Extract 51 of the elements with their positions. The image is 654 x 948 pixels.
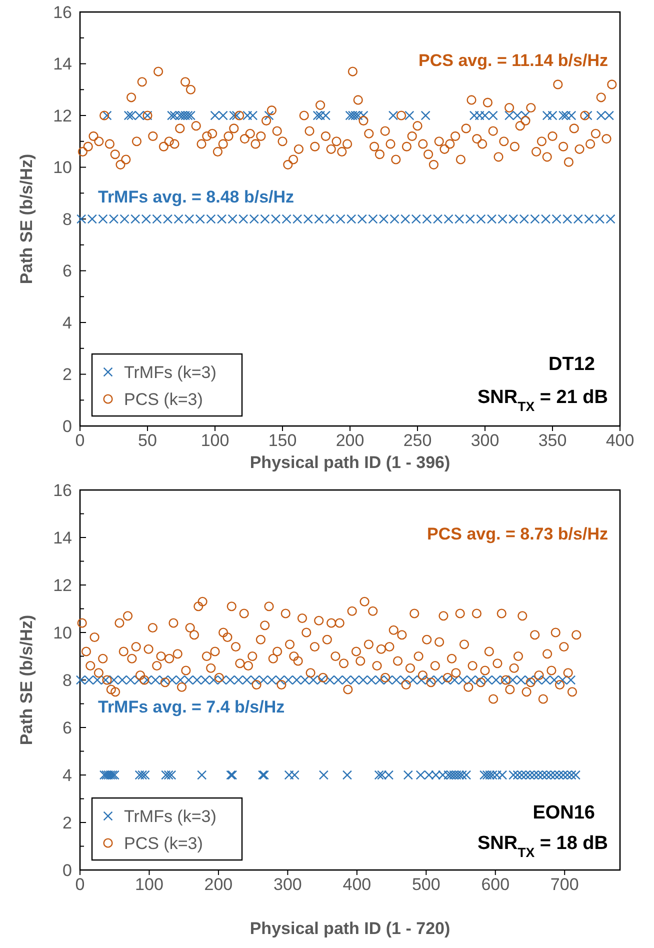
x-tick-label: 0 (75, 875, 85, 894)
x-tick-label: 400 (342, 875, 372, 894)
annotation: SNR$_{TX}$ = 18 dB (477, 833, 608, 860)
y-tick-label: 2 (62, 813, 72, 832)
x-tick-label: 0 (75, 431, 85, 450)
x-axis-title: Physical path ID (1 - 396) (250, 453, 450, 472)
y-axis-title: Path SE (b/s/Hz) (17, 614, 36, 746)
x-tick-label: 400 (606, 431, 634, 450)
x-axis-title: Physical path ID (1 - 720) (250, 919, 450, 938)
x-tick-label: 100 (135, 875, 164, 894)
x-tick-label: 50 (138, 431, 157, 450)
annotation: PCS avg. = 11.14 b/s/Hz (418, 50, 608, 70)
y-tick-label: 12 (53, 106, 72, 126)
y-axis-title: Path SE (b/s/Hz) (17, 154, 36, 284)
y-tick-label: 8 (62, 670, 72, 690)
y-tick-label: 4 (62, 313, 72, 332)
annotation: TrMFs avg. = 8.48 b/s/Hz (98, 187, 294, 206)
x-tick-label: 600 (481, 875, 510, 894)
annotation: SNR$_{TX}$ = 21 dB (477, 387, 608, 414)
y-tick-label: 2 (62, 365, 72, 384)
annotation: EON16 (532, 802, 595, 824)
y-tick-label: 0 (62, 416, 72, 436)
legend-label: TrMFs (k=3) (124, 806, 216, 826)
y-tick-label: 14 (53, 54, 72, 74)
y-tick-label: 16 (53, 480, 72, 500)
y-tick-label: 12 (53, 576, 72, 595)
legend-label: PCS (k=3) (124, 390, 203, 409)
y-tick-label: 6 (62, 262, 72, 281)
y-tick-label: 16 (53, 2, 72, 22)
x-tick-label: 700 (550, 875, 579, 894)
y-tick-label: 10 (53, 158, 72, 178)
legend-label: TrMFs (k=3) (124, 362, 216, 382)
x-tick-label: 200 (336, 431, 364, 450)
y-tick-label: 8 (62, 210, 72, 229)
x-tick-label: 200 (204, 875, 233, 894)
y-tick-label: 14 (53, 528, 72, 548)
x-tick-label: 300 (274, 875, 302, 894)
y-tick-label: 4 (62, 766, 72, 785)
x-tick-label: 350 (538, 431, 567, 450)
annotation: PCS avg. = 8.73 b/s/Hz (427, 524, 608, 544)
annotation: TrMFs avg. = 7.4 b/s/Hz (98, 697, 285, 716)
y-tick-label: 10 (53, 623, 72, 642)
x-tick-label: 300 (470, 431, 500, 450)
x-tick-label: 500 (412, 875, 440, 894)
legend-label: PCS (k=3) (124, 834, 203, 853)
x-tick-label: 100 (200, 431, 230, 450)
x-tick-label: 150 (268, 431, 297, 450)
annotation: DT12 (548, 354, 595, 376)
y-tick-label: 0 (62, 860, 72, 880)
y-tick-label: 6 (62, 718, 72, 738)
x-tick-label: 250 (403, 431, 432, 450)
